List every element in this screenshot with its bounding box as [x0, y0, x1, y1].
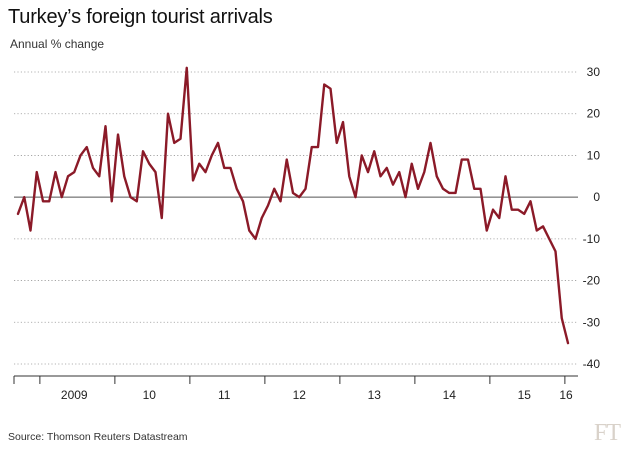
x-tick-label: 15: [518, 388, 532, 402]
x-tick-label: 11: [218, 388, 231, 402]
x-tick-label: 2009: [61, 388, 88, 402]
x-tick-label: 13: [368, 388, 382, 402]
chart-subtitle: Annual % change: [10, 37, 105, 51]
y-tick-label: -10: [583, 232, 601, 246]
x-tick-label: 16: [559, 388, 573, 402]
y-tick-label: 0: [593, 190, 600, 204]
y-tick-label: -30: [583, 315, 601, 329]
y-tick-label: 20: [587, 107, 601, 121]
y-axis-ticks: 30 20 10 0 -10 -20 -30 -40: [583, 65, 601, 371]
series-layer: [16, 66, 570, 345]
y-tick-label: 30: [587, 65, 601, 79]
gridlines: [14, 71, 578, 365]
y-tick-label: 10: [587, 148, 601, 162]
y-tick-label: -20: [583, 274, 601, 288]
x-tick-label: 10: [143, 388, 157, 402]
series-line: [16, 66, 570, 345]
source-note: Source: Thomson Reuters Datastream: [8, 431, 188, 443]
x-tick-label: 14: [443, 388, 457, 402]
x-tick-label: 12: [293, 388, 307, 402]
chart-title: Turkey’s foreign tourist arrivals: [8, 6, 273, 28]
y-tick-label: -40: [583, 357, 601, 371]
ft-logo: FT: [594, 420, 621, 446]
x-axis: 2009 10 11 12 13 14 15 16: [13, 375, 578, 402]
